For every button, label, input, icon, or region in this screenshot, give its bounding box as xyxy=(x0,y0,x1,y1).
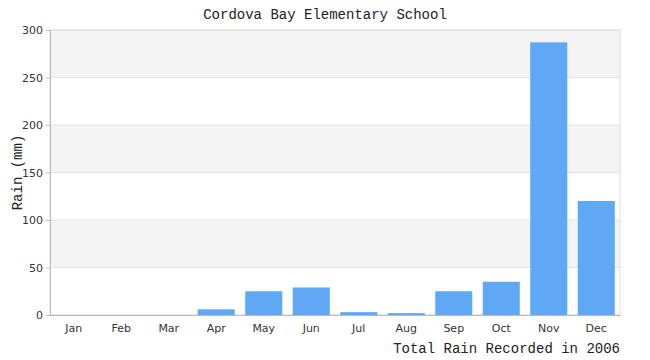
x-tick-label: Jun xyxy=(302,322,320,335)
y-tick-label: 100 xyxy=(22,214,43,227)
bar xyxy=(578,201,615,315)
bars xyxy=(198,42,615,315)
plot: 0 50 100 150 200 250 300 Jan Feb Mar Apr May Jun Jul A… xyxy=(22,24,621,335)
bar xyxy=(483,282,520,315)
x-tick: Nov xyxy=(538,322,560,335)
y-tick: 0 xyxy=(36,309,50,322)
bar xyxy=(435,291,472,315)
x-tick: Jan xyxy=(64,322,82,335)
y-axis: 0 50 100 150 200 250 300 xyxy=(22,24,51,322)
y-tick-mark xyxy=(46,78,50,79)
y-tick: 200 xyxy=(22,119,50,132)
chart-container: 0 50 100 150 200 250 300 Jan Feb Mar Apr May Jun Jul A… xyxy=(0,0,650,360)
bar xyxy=(388,313,425,315)
x-tick: Dec xyxy=(586,322,607,335)
bar xyxy=(340,312,377,315)
y-tick-label: 250 xyxy=(22,72,43,85)
y-tick-mark xyxy=(46,173,50,174)
y-axis-title: Rain (mm) xyxy=(10,135,26,211)
y-tick: 250 xyxy=(22,72,50,85)
plot-frame xyxy=(50,30,620,315)
bar xyxy=(55,315,92,316)
y-tick-mark xyxy=(46,315,50,316)
y-tick-label: 50 xyxy=(29,262,43,275)
x-tick-label: Aug xyxy=(396,322,417,335)
x-tick: Apr xyxy=(207,322,227,335)
bar xyxy=(293,287,330,315)
x-tick-label: Dec xyxy=(586,322,607,335)
x-tick-label: Nov xyxy=(538,322,560,335)
chart-svg: 0 50 100 150 200 250 300 Jan Feb Mar Apr May Jun Jul A… xyxy=(0,0,650,360)
chart-title: Cordova Bay Elementary School xyxy=(203,7,447,23)
y-axis-line xyxy=(50,31,51,316)
x-tick-label: Oct xyxy=(492,322,512,335)
bar xyxy=(245,291,282,315)
x-tick-label: Jul xyxy=(351,322,365,335)
y-tick-mark xyxy=(46,220,50,221)
y-tick-mark xyxy=(46,125,50,126)
y-tick: 50 xyxy=(29,262,50,275)
x-tick-label: Apr xyxy=(207,322,227,335)
x-axis-title: Total Rain Recorded in 2006 xyxy=(393,341,620,357)
y-tick: 300 xyxy=(22,24,50,37)
x-tick: Aug xyxy=(396,322,417,335)
x-tick-label: Jan xyxy=(64,322,82,335)
bar xyxy=(530,42,567,315)
x-axis-line xyxy=(51,315,621,316)
y-tick-label: 300 xyxy=(22,24,43,37)
y-tick-mark xyxy=(46,268,50,269)
x-tick: Sep xyxy=(443,322,464,335)
x-axis: Jan Feb Mar Apr May Jun Jul Aug Sep Oct Nov Dec xyxy=(51,316,621,335)
y-tick: 150 xyxy=(22,167,50,180)
x-tick: Jul xyxy=(351,322,365,335)
bar xyxy=(150,315,187,316)
x-tick: Oct xyxy=(492,322,512,335)
x-tick: Mar xyxy=(158,322,179,335)
y-tick-mark xyxy=(46,30,50,31)
x-tick-label: Mar xyxy=(158,322,179,335)
x-tick-label: Feb xyxy=(112,322,131,335)
x-tick: Jun xyxy=(302,322,320,335)
bar xyxy=(198,309,235,315)
x-tick: May xyxy=(252,322,275,335)
bar xyxy=(103,315,140,316)
x-tick-label: May xyxy=(252,322,275,335)
y-tick-label: 200 xyxy=(22,119,43,132)
y-tick: 100 xyxy=(22,214,50,227)
y-tick-label: 0 xyxy=(36,309,43,322)
x-tick-label: Sep xyxy=(443,322,464,335)
x-tick: Feb xyxy=(112,322,131,335)
